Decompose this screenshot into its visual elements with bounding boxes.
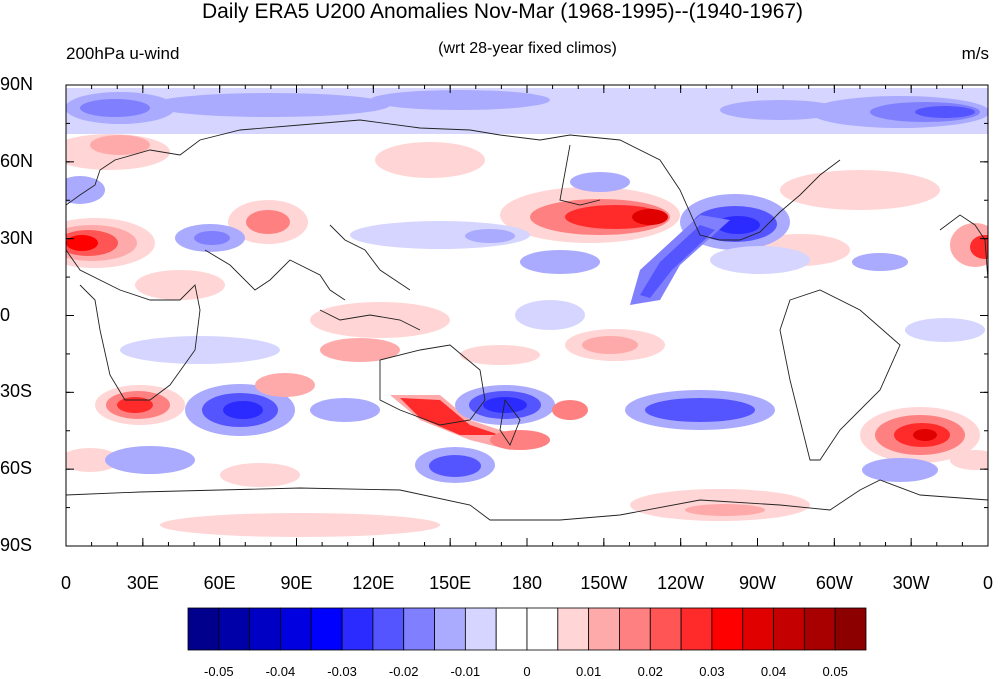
colorbar-tick-label: 0.03 [699,664,725,679]
lon-tick-label: 150E [429,573,472,593]
colorbar-box [711,607,744,651]
colorbar [187,607,867,651]
anomaly-contours [66,88,988,537]
colorbar-box [434,607,466,651]
lon-tick-label: 90E [280,573,313,593]
colorbar-tick-label: 0.02 [637,664,663,679]
nz-coast [499,398,521,446]
colorbar-box [742,607,774,651]
nh-positive-anomalies [66,134,988,362]
lon-tick-label: 180 [511,573,543,593]
east-asia-coast [329,224,411,291]
colorbar-box [557,607,590,651]
colorbar-box [464,607,497,651]
lon-tick-label: 150W [580,573,628,593]
colorbar-tick-label: 0 [523,664,531,679]
colorbar-box [773,607,805,651]
lon-tick-label: 120E [352,573,395,593]
subtitle: (wrt 28-year fixed climos) [438,40,617,57]
colorbar-box [187,607,220,651]
colorbar-tick-label: -0.01 [450,664,481,679]
lon-tick-label: 120W [657,573,705,593]
lon-tick-label: 0 [982,573,993,593]
colorbar-box [680,607,713,651]
nh-negative-anomalies [66,172,985,364]
colorbar-box [218,607,251,651]
lat-tick-label: 0 [0,304,11,325]
lon-tick-label: 90W [738,573,776,593]
colorbar-box [526,607,559,651]
australia-coast [379,344,486,426]
lon-tick-label: 30E [126,573,159,593]
variable-label: 200hPa u-wind [66,44,180,63]
maritime-continent-coast [319,309,421,331]
sh-anomalies [66,345,988,537]
units-label: m/s [961,44,989,63]
lat-tick-label: 30S [0,381,33,402]
colorbar-box [834,607,867,651]
colorbar-box [588,607,620,651]
lat-tick-label: 30N [0,227,34,248]
colorbar-tick-label: -0.03 [327,664,357,679]
w-africa-coast [939,214,988,281]
colorbar-tick-label: -0.05 [203,664,234,679]
chart-title: Daily ERA5 U200 Anomalies Nov-Mar (1968-… [201,0,804,23]
lat-tick-label: 90N [0,74,34,94]
colorbar-box [341,607,374,651]
colorbar-tick-label: 0.01 [575,664,602,679]
lat-tick-label: 90S [0,535,33,555]
axis-ticks [65,84,989,547]
colorbar-box [372,607,405,651]
alaska-coast [559,144,601,206]
colorbar-tick-label: 0.05 [822,664,848,679]
nh-coast [66,119,841,241]
lon-tick-label: 60E [203,573,236,593]
antarctica-coast [66,479,988,521]
colorbar-box [803,607,836,651]
s-america-coast [779,289,901,461]
s-asia-coast [204,249,346,301]
coastlines [66,119,988,521]
colorbar-box [249,607,281,651]
colorbar-tick-label: 0.04 [760,664,787,679]
lon-tick-label: 30W [892,573,930,593]
colorbar-box [649,607,682,651]
colorbar-box [403,607,435,651]
colorbar-box [280,607,312,651]
colorbar-tick-label: -0.02 [388,664,419,679]
lat-tick-label: 60N [0,150,34,171]
lon-tick-label: 60W [815,573,853,593]
colorbar-tick-label: -0.04 [265,664,296,679]
lat-tick-label: 60S [0,458,33,479]
colorbar-box [495,607,528,651]
arctic-negative-anomaly [66,88,988,134]
colorbar-box [310,607,343,651]
africa-coast [66,249,201,401]
colorbar-box [619,607,651,651]
lon-tick-label: 0 [60,573,71,593]
